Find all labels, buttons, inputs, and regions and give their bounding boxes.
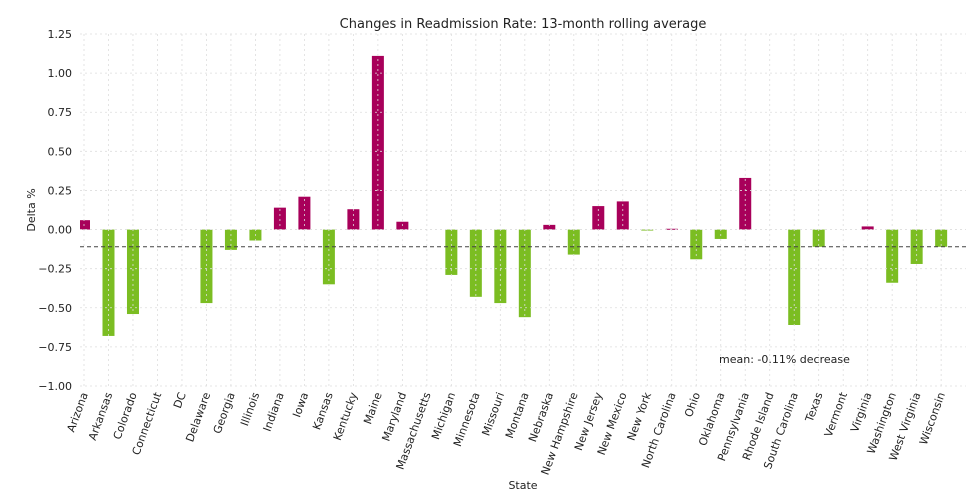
bar bbox=[322, 229, 335, 285]
x-tick-label: Iowa bbox=[290, 391, 311, 420]
x-tick-label: Montana bbox=[503, 391, 532, 441]
bar bbox=[445, 229, 458, 275]
x-tick-label: Ohio bbox=[682, 390, 703, 419]
x-tick-label: Arizona bbox=[64, 391, 90, 434]
annotation: mean: -0.11% decrease bbox=[719, 353, 850, 366]
bar bbox=[371, 55, 384, 230]
bar bbox=[592, 206, 605, 230]
x-tick-label: DC bbox=[171, 390, 189, 410]
x-tick-label: Kentucky bbox=[331, 390, 361, 442]
bar bbox=[812, 229, 825, 247]
bar bbox=[567, 229, 580, 255]
y-tick-label: 1.25 bbox=[48, 28, 73, 41]
bar bbox=[126, 229, 139, 315]
x-tick-label: Vermont bbox=[822, 390, 850, 439]
bar bbox=[80, 220, 90, 230]
y-tick-label: 0.25 bbox=[48, 184, 73, 197]
x-tick-label: Missouri bbox=[479, 391, 507, 438]
x-tick-label: Illinois bbox=[238, 390, 262, 427]
bar bbox=[543, 224, 556, 230]
bar bbox=[935, 229, 948, 247]
x-tick-label: Delaware bbox=[183, 390, 213, 443]
bar bbox=[200, 229, 213, 304]
bar bbox=[494, 229, 507, 304]
y-tick-label: 1.00 bbox=[48, 67, 73, 80]
bar bbox=[102, 229, 115, 336]
x-tick-label: Maine bbox=[361, 390, 385, 426]
plot-area bbox=[80, 55, 948, 336]
bar bbox=[273, 207, 286, 230]
bar bbox=[788, 229, 801, 325]
y-tick-label: −0.75 bbox=[38, 341, 72, 354]
y-tick-label: −0.25 bbox=[38, 263, 72, 276]
y-tick-label: −1.00 bbox=[38, 380, 72, 393]
bar bbox=[886, 229, 899, 283]
y-tick-label: −0.50 bbox=[38, 302, 72, 315]
x-tick-label: Texas bbox=[803, 390, 826, 424]
y-tick-label: 0.50 bbox=[48, 145, 73, 158]
chart-title: Changes in Readmission Rate: 13-month ro… bbox=[340, 17, 707, 32]
bar bbox=[861, 226, 874, 230]
y-tick-label: 0.00 bbox=[48, 224, 73, 237]
bar bbox=[518, 229, 531, 318]
x-axis-label: State bbox=[508, 479, 537, 492]
y-tick-label: 0.75 bbox=[48, 106, 73, 119]
y-axis-label: Delta % bbox=[25, 188, 38, 231]
x-tick-label: Indiana bbox=[261, 391, 287, 434]
x-tick-label: Georgia bbox=[211, 391, 238, 436]
bar bbox=[739, 177, 752, 230]
x-tick-label: Kansas bbox=[310, 390, 336, 431]
bar bbox=[298, 196, 311, 230]
x-tick-label: Virginia bbox=[848, 391, 874, 434]
